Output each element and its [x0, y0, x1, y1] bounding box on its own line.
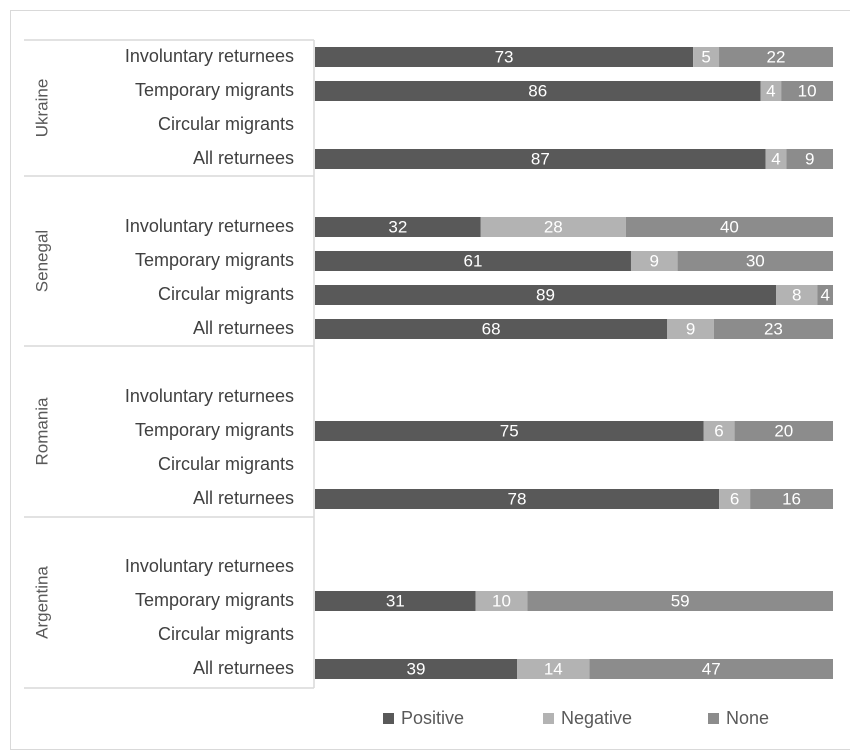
- category-label: All returnees: [193, 658, 294, 678]
- bar-segment-negative: [517, 659, 590, 679]
- bar-segment-negative: [776, 285, 818, 305]
- data-label: 39: [407, 659, 426, 678]
- bar-segment-none: [625, 217, 833, 237]
- bar-segment-none: [713, 319, 833, 339]
- bar-segment-negative: [765, 149, 787, 169]
- category-label: Circular migrants: [158, 114, 294, 134]
- data-label: 4: [766, 81, 775, 100]
- data-label: 10: [492, 591, 511, 610]
- bar-segment-positive: [315, 421, 704, 441]
- legend-label-positive: Positive: [401, 708, 464, 728]
- data-label: 28: [544, 217, 563, 236]
- data-label: 87: [531, 149, 550, 168]
- data-label: 9: [686, 319, 695, 338]
- data-label: 9: [650, 251, 659, 270]
- data-label: 78: [508, 489, 527, 508]
- data-label: 6: [730, 489, 739, 508]
- bar-segment-negative: [703, 421, 735, 441]
- category-label: Temporary migrants: [135, 80, 294, 100]
- group-label: Argentina: [32, 566, 51, 639]
- bar-segment-negative: [630, 251, 678, 271]
- bar-segment-positive: [315, 251, 631, 271]
- bar-segment-none: [781, 81, 833, 101]
- bar-segment-none: [719, 47, 833, 67]
- data-label: 40: [720, 217, 739, 236]
- bar-segment-none: [677, 251, 833, 271]
- category-label: Circular migrants: [158, 624, 294, 644]
- bar-segment-negative: [475, 591, 528, 611]
- legend-swatch-negative: [543, 713, 554, 724]
- data-label: 59: [671, 591, 690, 610]
- category-label: Involuntary returnees: [125, 556, 294, 576]
- bar-segment-none: [750, 489, 833, 509]
- data-label: 73: [495, 47, 514, 66]
- data-label: 61: [464, 251, 483, 270]
- bar-segment-positive: [315, 149, 766, 169]
- bar-segment-positive: [315, 319, 668, 339]
- data-label: 10: [798, 81, 817, 100]
- data-label: 20: [774, 421, 793, 440]
- legend-swatch-positive: [383, 713, 394, 724]
- bar-segment-positive: [315, 591, 476, 611]
- bar-segment-negative: [719, 489, 751, 509]
- bar-segment-positive: [315, 47, 694, 67]
- bar-segment-none: [589, 659, 833, 679]
- legend-label-none: None: [726, 708, 769, 728]
- bar-segment-negative: [667, 319, 714, 339]
- bar-segment-negative: [693, 47, 720, 67]
- bar-segment-none: [786, 149, 833, 169]
- data-label: 6: [714, 421, 723, 440]
- data-label: 89: [536, 285, 555, 304]
- group-label: Senegal: [32, 230, 51, 292]
- category-label: All returnees: [193, 488, 294, 508]
- data-label: 23: [764, 319, 783, 338]
- bar-segment-positive: [315, 81, 761, 101]
- data-label: 22: [767, 47, 786, 66]
- data-label: 16: [782, 489, 801, 508]
- data-label: 68: [482, 319, 501, 338]
- category-label: All returnees: [193, 148, 294, 168]
- category-label: All returnees: [193, 318, 294, 338]
- bar-segment-positive: [315, 217, 481, 237]
- bar-segment-negative: [480, 217, 626, 237]
- group-label: Romania: [32, 397, 51, 466]
- data-label: 9: [805, 149, 814, 168]
- category-label: Temporary migrants: [135, 420, 294, 440]
- bar-segment-positive: [315, 285, 777, 305]
- data-label: 47: [702, 659, 721, 678]
- bar-segment-positive: [315, 659, 518, 679]
- data-label: 14: [544, 659, 563, 678]
- legend-label-negative: Negative: [561, 708, 632, 728]
- bar-segment-negative: [760, 81, 782, 101]
- bar-segment-positive: [315, 489, 720, 509]
- bar-segment-none: [734, 421, 833, 441]
- category-label: Circular migrants: [158, 284, 294, 304]
- category-label: Involuntary returnees: [125, 386, 294, 406]
- data-label: 32: [388, 217, 407, 236]
- bar-segment-none: [527, 591, 833, 611]
- data-label: 75: [500, 421, 519, 440]
- bar-segment-none: [817, 285, 833, 305]
- data-label: 8: [792, 285, 801, 304]
- data-label: 86: [528, 81, 547, 100]
- data-label: 4: [820, 285, 829, 304]
- category-label: Temporary migrants: [135, 250, 294, 270]
- group-label: Ukraine: [32, 79, 51, 138]
- category-label: Involuntary returnees: [125, 216, 294, 236]
- data-label: 30: [746, 251, 765, 270]
- category-label: Temporary migrants: [135, 590, 294, 610]
- data-label: 31: [386, 591, 405, 610]
- category-label: Involuntary returnees: [125, 46, 294, 66]
- data-label: 4: [771, 149, 780, 168]
- legend-swatch-none: [708, 713, 719, 724]
- data-label: 5: [701, 47, 710, 66]
- category-label: Circular migrants: [158, 454, 294, 474]
